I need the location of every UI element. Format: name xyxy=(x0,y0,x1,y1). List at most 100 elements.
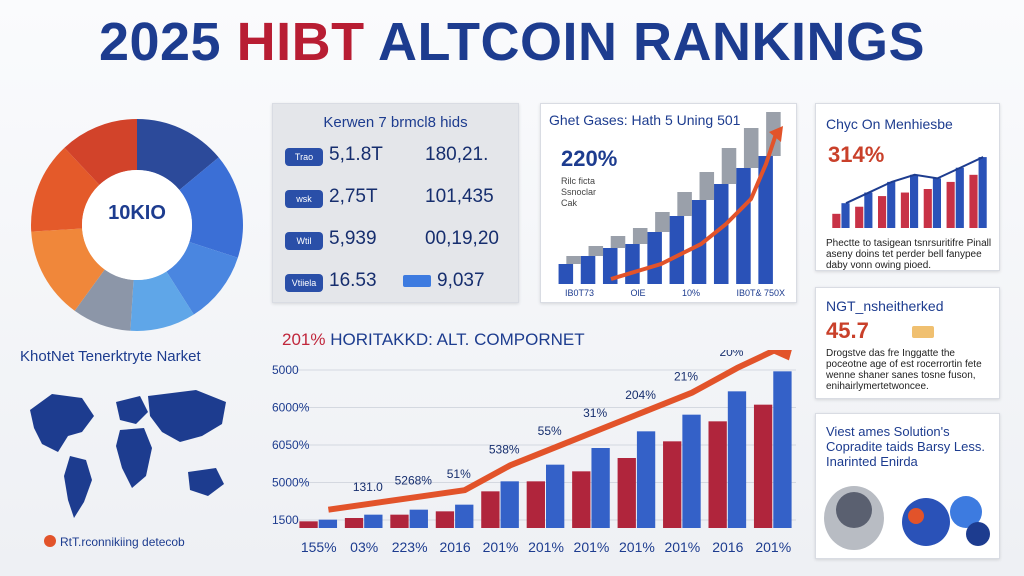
stats-heading: Kerwen 7 brmcl8 hids xyxy=(323,114,468,131)
side-2-tag-icon xyxy=(912,326,934,338)
coin-icon xyxy=(950,496,982,528)
bar xyxy=(900,192,909,228)
title-brand: HIBT xyxy=(236,12,365,72)
side-2-body: Drogstve das fre Inggatte the poceotne a… xyxy=(826,348,982,392)
data-label: 55% xyxy=(538,424,562,438)
x-tick-label: 155% xyxy=(301,539,337,555)
gas-chart-title: Ghet Gases: Hath 5 Uning 501 xyxy=(549,112,741,128)
stats-value-a: 2,75T xyxy=(329,186,378,207)
bar xyxy=(409,509,428,528)
side-panel-3: Viest ames Solution's Copradite taids Ba… xyxy=(815,413,1000,559)
map-north-america xyxy=(30,394,94,452)
donut-slice xyxy=(179,157,244,258)
bar xyxy=(736,168,751,284)
x-tick-label: 2016 xyxy=(712,539,743,555)
main-chart-title: 201% HORITAKKD: ALT. COMPORNET xyxy=(282,330,585,350)
title-rest: ALTCOIN RANKINGS xyxy=(364,12,926,72)
map-south-america xyxy=(64,456,92,518)
trend-line xyxy=(610,133,778,281)
illustration-head xyxy=(836,492,872,528)
world-map xyxy=(30,390,226,518)
donut-center: 10KIO xyxy=(82,170,192,280)
bar-cap xyxy=(699,172,715,200)
x-tick-label: 201% xyxy=(619,539,655,555)
map-title: KhotNet Tenerktryte Narket xyxy=(20,348,201,365)
footer-label: IB0T73 xyxy=(565,288,595,298)
stats-row: wsk 2,75T 101,435 xyxy=(285,184,511,214)
donut-slice xyxy=(74,269,134,331)
bar-cap xyxy=(566,256,581,264)
bar xyxy=(682,414,701,528)
stats-value-a: 5,1.8T xyxy=(329,144,383,165)
side-1-title: Chyc On Menhiesbe xyxy=(826,116,953,132)
footer-label: OlE xyxy=(630,288,646,298)
data-label: 31% xyxy=(583,406,607,420)
bar xyxy=(923,189,932,228)
stats-panel: Kerwen 7 brmcl8 hids Trao 5,1.8T 180,21.… xyxy=(272,103,519,303)
bar xyxy=(500,481,519,528)
bar xyxy=(636,431,656,528)
stats-tag: Vtiiela xyxy=(285,274,323,292)
donut-slice xyxy=(31,228,105,311)
data-label: 5268% xyxy=(395,474,433,488)
side-2-title: NGT_nsheitherked xyxy=(826,298,944,314)
globe-mark xyxy=(908,508,924,524)
bar-cap xyxy=(588,246,604,256)
bar xyxy=(663,441,682,528)
donut-svg xyxy=(31,119,244,331)
data-label: 131.0 xyxy=(353,480,383,494)
main-chart-title-prefix: 201% xyxy=(282,330,331,349)
side-3-title: Viest ames Solution's Copradite taids Ba… xyxy=(826,424,985,469)
stats-row: Wtil 5,939 00,19,20 xyxy=(285,226,511,256)
donut-center-value: 10KIO xyxy=(108,202,166,224)
bar xyxy=(864,192,873,228)
bar-cap xyxy=(655,212,670,232)
data-label: 204% xyxy=(625,388,656,402)
x-tick-label: 201% xyxy=(574,539,610,555)
bar xyxy=(955,167,964,228)
bar xyxy=(546,464,565,528)
donut-slice xyxy=(166,241,238,315)
stats-mini-bar xyxy=(403,275,431,287)
bar xyxy=(855,206,864,228)
x-tick-label: 201% xyxy=(755,539,791,555)
trend-arrowhead xyxy=(769,126,783,142)
side-1-chart xyxy=(832,156,987,228)
side-3-illustration xyxy=(824,486,990,550)
gas-chart-svg xyxy=(558,112,783,284)
bar xyxy=(344,518,364,528)
bar xyxy=(758,156,773,284)
bar xyxy=(558,264,574,284)
x-tick-label: 03% xyxy=(350,539,378,555)
side-1-value: 314% xyxy=(828,142,885,167)
side-panel-1: Chyc On Menhiesbe 314% Phectte to tasige… xyxy=(815,103,1000,271)
bar xyxy=(617,458,636,528)
bar xyxy=(647,232,662,284)
bar xyxy=(753,404,773,528)
side-2-value: 45.7 xyxy=(826,318,869,343)
coin-icon xyxy=(966,522,990,546)
bar xyxy=(878,196,887,228)
y-tick-label: 1500 xyxy=(272,513,299,527)
gas-chart-value: 220% xyxy=(561,146,618,171)
legend-item: Cak xyxy=(561,198,578,208)
stats-value-a: 16.53 xyxy=(329,270,377,291)
map-footer: RtT.rconnikiing detecob xyxy=(60,535,185,549)
trend-line xyxy=(845,156,984,205)
bar-cap xyxy=(677,192,692,216)
bar-cap xyxy=(632,228,648,244)
bar xyxy=(364,514,383,528)
stats-value-b: 180,21. xyxy=(425,144,489,165)
bar xyxy=(841,203,850,228)
footer-label: 10% xyxy=(681,288,700,298)
side-panel-2: NGT_nsheitherked 45.7 Drogstve das fre I… xyxy=(815,287,1000,399)
bar xyxy=(946,181,955,228)
trend-line xyxy=(327,350,783,513)
bar xyxy=(435,511,455,528)
bar xyxy=(832,213,841,228)
stats-tag: wsk xyxy=(285,190,323,208)
bar xyxy=(481,491,500,528)
footer-label: IB0T& 750X xyxy=(736,288,785,298)
map-australia xyxy=(188,468,224,496)
